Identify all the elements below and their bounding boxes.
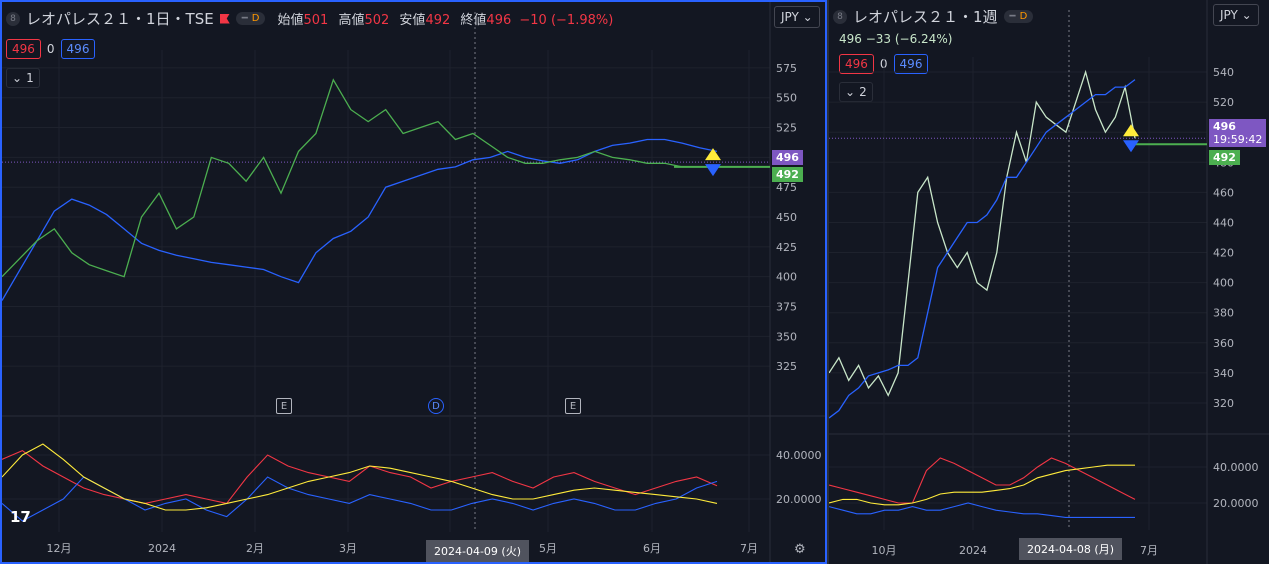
panel-divider[interactable] [827, 0, 829, 564]
price-series-line-0 [829, 69, 1136, 397]
ohlc-values: 始値501 高値502 安値492 終値496 −10 (−1.98%) [277, 13, 614, 28]
y-tick-label: 425 [776, 241, 797, 254]
bid-ask-row: 496 0 496 [6, 39, 96, 59]
y-tick-label: 575 [776, 62, 797, 75]
x-tick-label: 10月 [872, 544, 897, 557]
y-tick-label: 520 [1213, 96, 1234, 109]
y-tick-label: 550 [776, 92, 797, 105]
y-tick-label: 460 [1213, 186, 1234, 199]
currency-selector[interactable]: JPY ⌄ [774, 6, 820, 28]
exchange-badge: 8 [6, 11, 20, 26]
crosshair-date-label: 2024-04-08 (月) [1019, 538, 1123, 560]
tradingview-logo[interactable]: 17 [10, 508, 31, 526]
settings-gear-icon[interactable]: ⚙ [794, 542, 806, 557]
x-tick-label: 3月 [339, 542, 357, 555]
y-tick-label: 320 [1213, 397, 1234, 410]
flag-icon[interactable] [219, 13, 230, 24]
last-price-label: 496 [772, 150, 803, 165]
price-series-line-1 [829, 79, 1136, 419]
price-series-line-1 [2, 78, 717, 278]
y-tick-label: 420 [1213, 247, 1234, 260]
countdown-timer: 19:59:42 [1213, 133, 1263, 146]
x-tick-label: 12月 [47, 542, 72, 555]
indicator-collapse-button[interactable]: ⌄ 2 [839, 82, 873, 102]
y-tick-label: 400 [776, 271, 797, 284]
line-price-label: 492 [772, 167, 803, 182]
status-pill[interactable]: ━ D [1003, 10, 1034, 23]
y-tick-label: 540 [1213, 66, 1234, 79]
sell-arrow-icon [1123, 140, 1139, 153]
y-tick-label: 440 [1213, 216, 1234, 229]
ask-button[interactable]: 496 [893, 54, 929, 74]
chevron-down-icon: ⌄ [12, 71, 23, 85]
weekly-summary: 496 −33 (−6.24%) [839, 32, 953, 46]
x-tick-label: 2024 [959, 544, 987, 557]
y-tick-label: 380 [1213, 307, 1234, 320]
x-tick-label: 2024 [148, 542, 176, 555]
ask-button[interactable]: 496 [60, 39, 96, 59]
y-tick-label: 400 [1213, 277, 1234, 290]
x-tick-label: 2月 [246, 542, 264, 555]
x-tick-label: 5月 [539, 542, 557, 555]
line-price-label: 492 [1209, 150, 1240, 165]
earnings-event-marker[interactable]: E [565, 398, 581, 414]
weekly-chart-panel[interactable]: 8 レオパレス２１・1週 ━ D JPY ⌄ 496 −33 (−6.24%) 4… [829, 0, 1269, 564]
chevron-down-icon: ⌄ [845, 85, 856, 99]
delay-icon: D [1019, 11, 1028, 22]
spread-value: 0 [46, 42, 55, 56]
indicator-series-line-1 [829, 502, 1135, 518]
symbol-title[interactable]: レオパレス２１・1週 [853, 8, 998, 26]
daily-legend-header: 8 レオパレス２１・1日・TSE ━ D 始値501 高値502 安値492 終値… [6, 8, 613, 29]
status-pill[interactable]: ━ D [235, 12, 266, 25]
y-tick-label: 450 [776, 211, 797, 224]
indicator-series-line-2 [829, 464, 1135, 506]
bid-button[interactable]: 496 [839, 54, 874, 74]
indicator-collapse-button[interactable]: ⌄ 1 [6, 68, 40, 88]
currency-selector[interactable]: JPY ⌄ [1213, 4, 1259, 26]
indicator-series-line-0 [829, 457, 1136, 504]
minus-icon: ━ [1009, 11, 1016, 22]
indicator-series-line-0 [2, 449, 718, 505]
buy-arrow-icon [1123, 124, 1139, 137]
delay-icon: D [251, 13, 260, 24]
indicator-tick-label: 40.0000 [1213, 461, 1259, 474]
y-tick-label: 340 [1213, 367, 1234, 380]
dividend-event-marker[interactable]: D [428, 398, 444, 414]
y-tick-label: 475 [776, 181, 797, 194]
y-tick-label: 350 [776, 330, 797, 343]
x-tick-label: 7月 [740, 542, 758, 555]
x-tick-label: 6月 [643, 542, 661, 555]
y-tick-label: 360 [1213, 337, 1234, 350]
y-tick-label: 375 [776, 300, 797, 313]
price-series-line-0 [2, 138, 718, 301]
sell-arrow-icon [705, 164, 721, 177]
crosshair-date-label: 2024-04-09 (火) [426, 540, 530, 562]
exchange-badge: 8 [833, 9, 847, 24]
last-price-label: 496 19:59:42 [1209, 119, 1267, 147]
buy-arrow-icon [705, 148, 721, 161]
x-tick-label: 7月 [1140, 544, 1158, 557]
indicator-tick-label: 20.0000 [776, 493, 822, 506]
y-tick-label: 525 [776, 122, 797, 135]
indicator-tick-label: 40.0000 [776, 449, 822, 462]
weekly-legend-header: 8 レオパレス２１・1週 ━ D [833, 6, 1034, 27]
indicator-tick-label: 20.0000 [1213, 497, 1259, 510]
weekly-chart-canvas[interactable]: 54052050048046044042040038036034032040.0… [829, 0, 1269, 564]
chevron-down-icon: ⌄ [802, 10, 813, 24]
daily-chart-panel[interactable]: 8 レオパレス２１・1日・TSE ━ D 始値501 高値502 安値492 終値… [0, 0, 827, 564]
bid-button[interactable]: 496 [6, 39, 41, 59]
daily-chart-canvas[interactable]: 57555052550047545042540037535032540.0000… [2, 2, 825, 562]
indicator-series-line-2 [2, 443, 718, 511]
minus-icon: ━ [241, 13, 248, 24]
chevron-down-icon: ⌄ [1241, 8, 1252, 22]
y-tick-label: 325 [776, 360, 797, 373]
symbol-title[interactable]: レオパレス２１・1日・TSE [26, 10, 214, 28]
earnings-event-marker[interactable]: E [276, 398, 292, 414]
